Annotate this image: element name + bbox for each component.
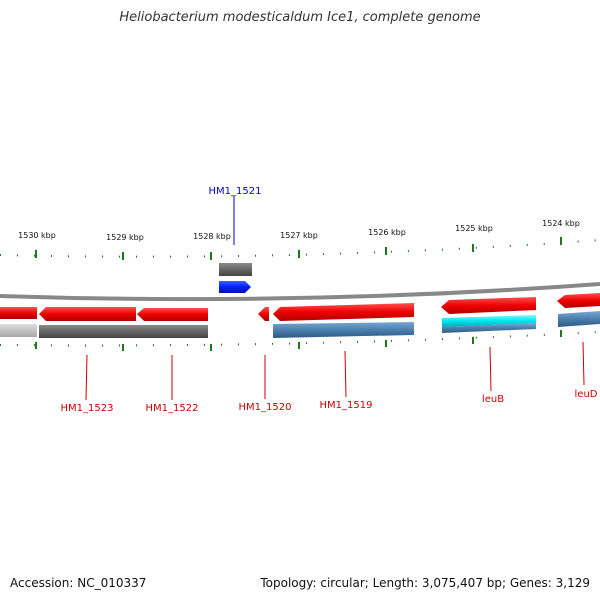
gene-label-hm1-1523[interactable]: HM1_1523	[61, 403, 114, 414]
cds-offscreen-left	[0, 324, 37, 337]
genome-stats-text: Topology: circular; Length: 3,075,407 bp…	[260, 576, 590, 590]
tick-row-bottom	[35, 330, 562, 351]
gene-label-hm1-1522[interactable]: HM1_1522	[146, 403, 199, 414]
cds-hm1-1519	[273, 322, 414, 338]
gene-label-hm1-1521[interactable]: HM1_1521	[209, 186, 262, 197]
genome-backbone	[0, 282, 600, 302]
tick-label: 1529 kbp	[106, 233, 144, 242]
tick-label: 1527 kbp	[280, 231, 318, 240]
gene-offscreen-left[interactable]	[0, 307, 37, 319]
cds-features	[0, 311, 600, 338]
tick-label: 1525 kbp	[455, 224, 493, 233]
gene-label-leub[interactable]: leuB	[482, 394, 504, 405]
gene-hm1-1521[interactable]	[219, 281, 251, 293]
accession-text: Accession: NC_010337	[10, 576, 147, 590]
cds-hm1-1523-1522	[39, 325, 208, 338]
tick-label: 1524 kbp	[542, 219, 580, 228]
gene-hm1-1523[interactable]	[39, 307, 136, 321]
tick-label: 1526 kbp	[368, 228, 406, 237]
leader-lines	[85, 341, 585, 401]
gene-label-hm1-1519[interactable]: HM1_1519	[320, 400, 373, 411]
cds-hm1-1521	[219, 263, 252, 276]
tick-label: 1530 kbp	[18, 231, 56, 240]
gene-label-hm1-1520[interactable]: HM1_1520	[239, 402, 292, 413]
gene-hm1-1522[interactable]	[137, 308, 208, 321]
map-title: Heliobacterium modesticaldum Ice1, compl…	[119, 10, 481, 25]
gene-leud[interactable]	[557, 293, 600, 308]
cds-leub-blue	[442, 323, 536, 333]
gene-leub[interactable]	[441, 297, 536, 314]
cds-leud	[558, 311, 600, 327]
gene-hm1-1519[interactable]	[273, 303, 414, 321]
tick-label: 1528 kbp	[193, 232, 231, 241]
gene-label-leud[interactable]: leuD	[575, 389, 598, 400]
reverse-genes	[0, 293, 600, 321]
tick-row-top	[0, 237, 600, 260]
gene-hm1-1520[interactable]	[258, 307, 269, 321]
